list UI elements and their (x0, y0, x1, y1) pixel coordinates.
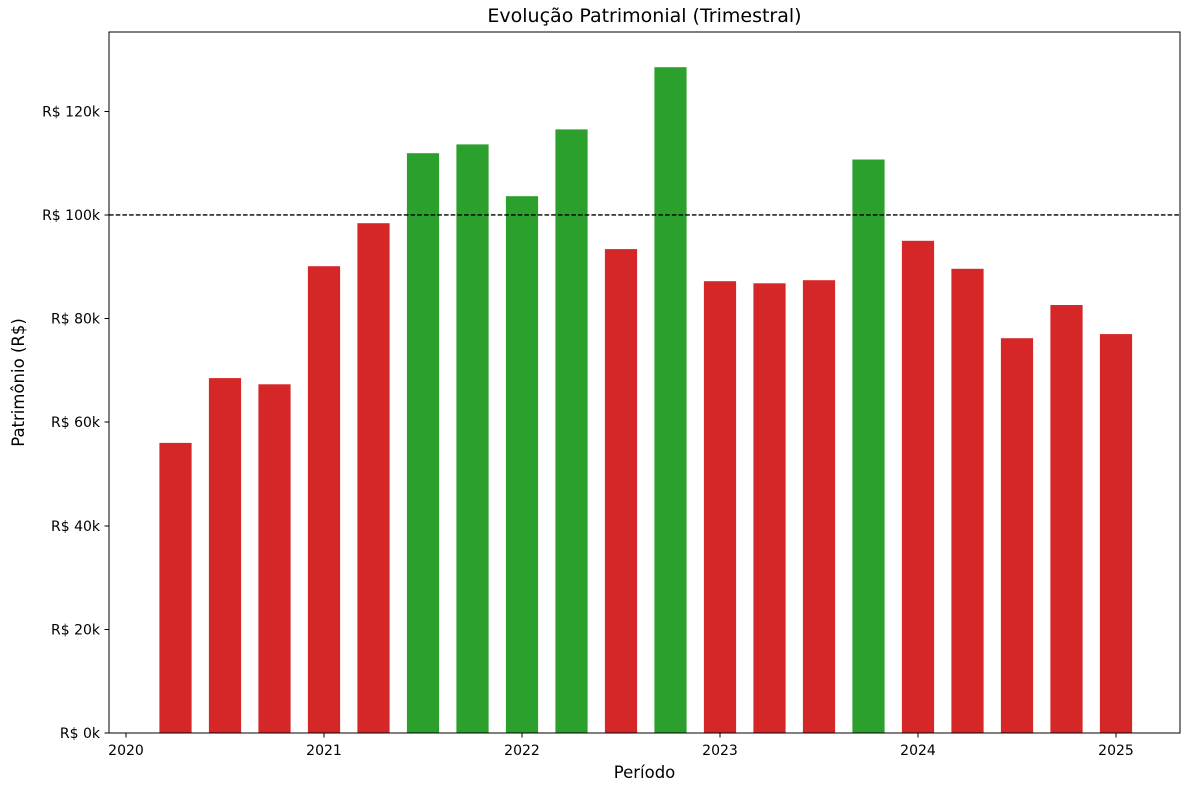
bar-2022Q4 (654, 67, 687, 733)
bar-2021Q4 (456, 144, 489, 733)
x-tick-label: 2021 (306, 743, 342, 759)
y-tick-label: R$ 0k (60, 726, 101, 742)
plot-border (108, 31, 1181, 734)
x-tick-label: 2022 (504, 743, 540, 759)
bars-group (159, 67, 1133, 734)
bar-2023Q4 (852, 159, 885, 733)
y-tick-label: R$ 100k (42, 208, 101, 224)
bar-2024Q3 (1000, 338, 1034, 733)
x-tick-label: 2020 (108, 743, 144, 759)
bar-2021Q2 (357, 223, 390, 733)
bar-2023Q1 (703, 281, 737, 733)
bar-2022Q3 (604, 249, 638, 733)
bar-2022Q2 (555, 129, 588, 733)
bar-2024Q4 (1050, 305, 1083, 733)
y-axis-label: Patrimônio (R$) (9, 318, 28, 447)
tick-labels-group: R$ 0k R$ 20k R$ 40k R$ 60k R$ 80k R$ 100k R$ 1… (42, 104, 1134, 759)
x-tick-label: 2025 (1098, 743, 1134, 759)
axes-group (108, 31, 1181, 734)
x-axis-label: Período (614, 763, 676, 782)
y-tick-label: R$ 120k (42, 104, 101, 120)
y-tick-label: R$ 80k (51, 312, 101, 328)
bar-2022Q1 (505, 196, 539, 733)
x-tick-label: 2024 (900, 743, 936, 759)
bar-2024Q2 (951, 268, 984, 733)
y-tick-label: R$ 20k (51, 622, 101, 638)
y-tick-label: R$ 60k (51, 415, 101, 431)
x-tick-label: 2023 (702, 743, 738, 759)
bar-2021Q3 (406, 153, 440, 733)
bar-2025Q1 (1099, 334, 1133, 733)
bar-2020Q4 (258, 384, 291, 733)
bar-2023Q2 (753, 283, 786, 733)
bar-2020Q2 (159, 442, 192, 733)
bar-2024Q1 (901, 240, 935, 734)
bar-2023Q3 (802, 280, 836, 733)
bar-2021Q1 (307, 266, 341, 733)
bar-2020Q3 (208, 378, 242, 733)
y-tick-label: R$ 40k (51, 519, 101, 535)
chart-title: Evolução Patrimonial (Trimestral) (487, 5, 801, 27)
